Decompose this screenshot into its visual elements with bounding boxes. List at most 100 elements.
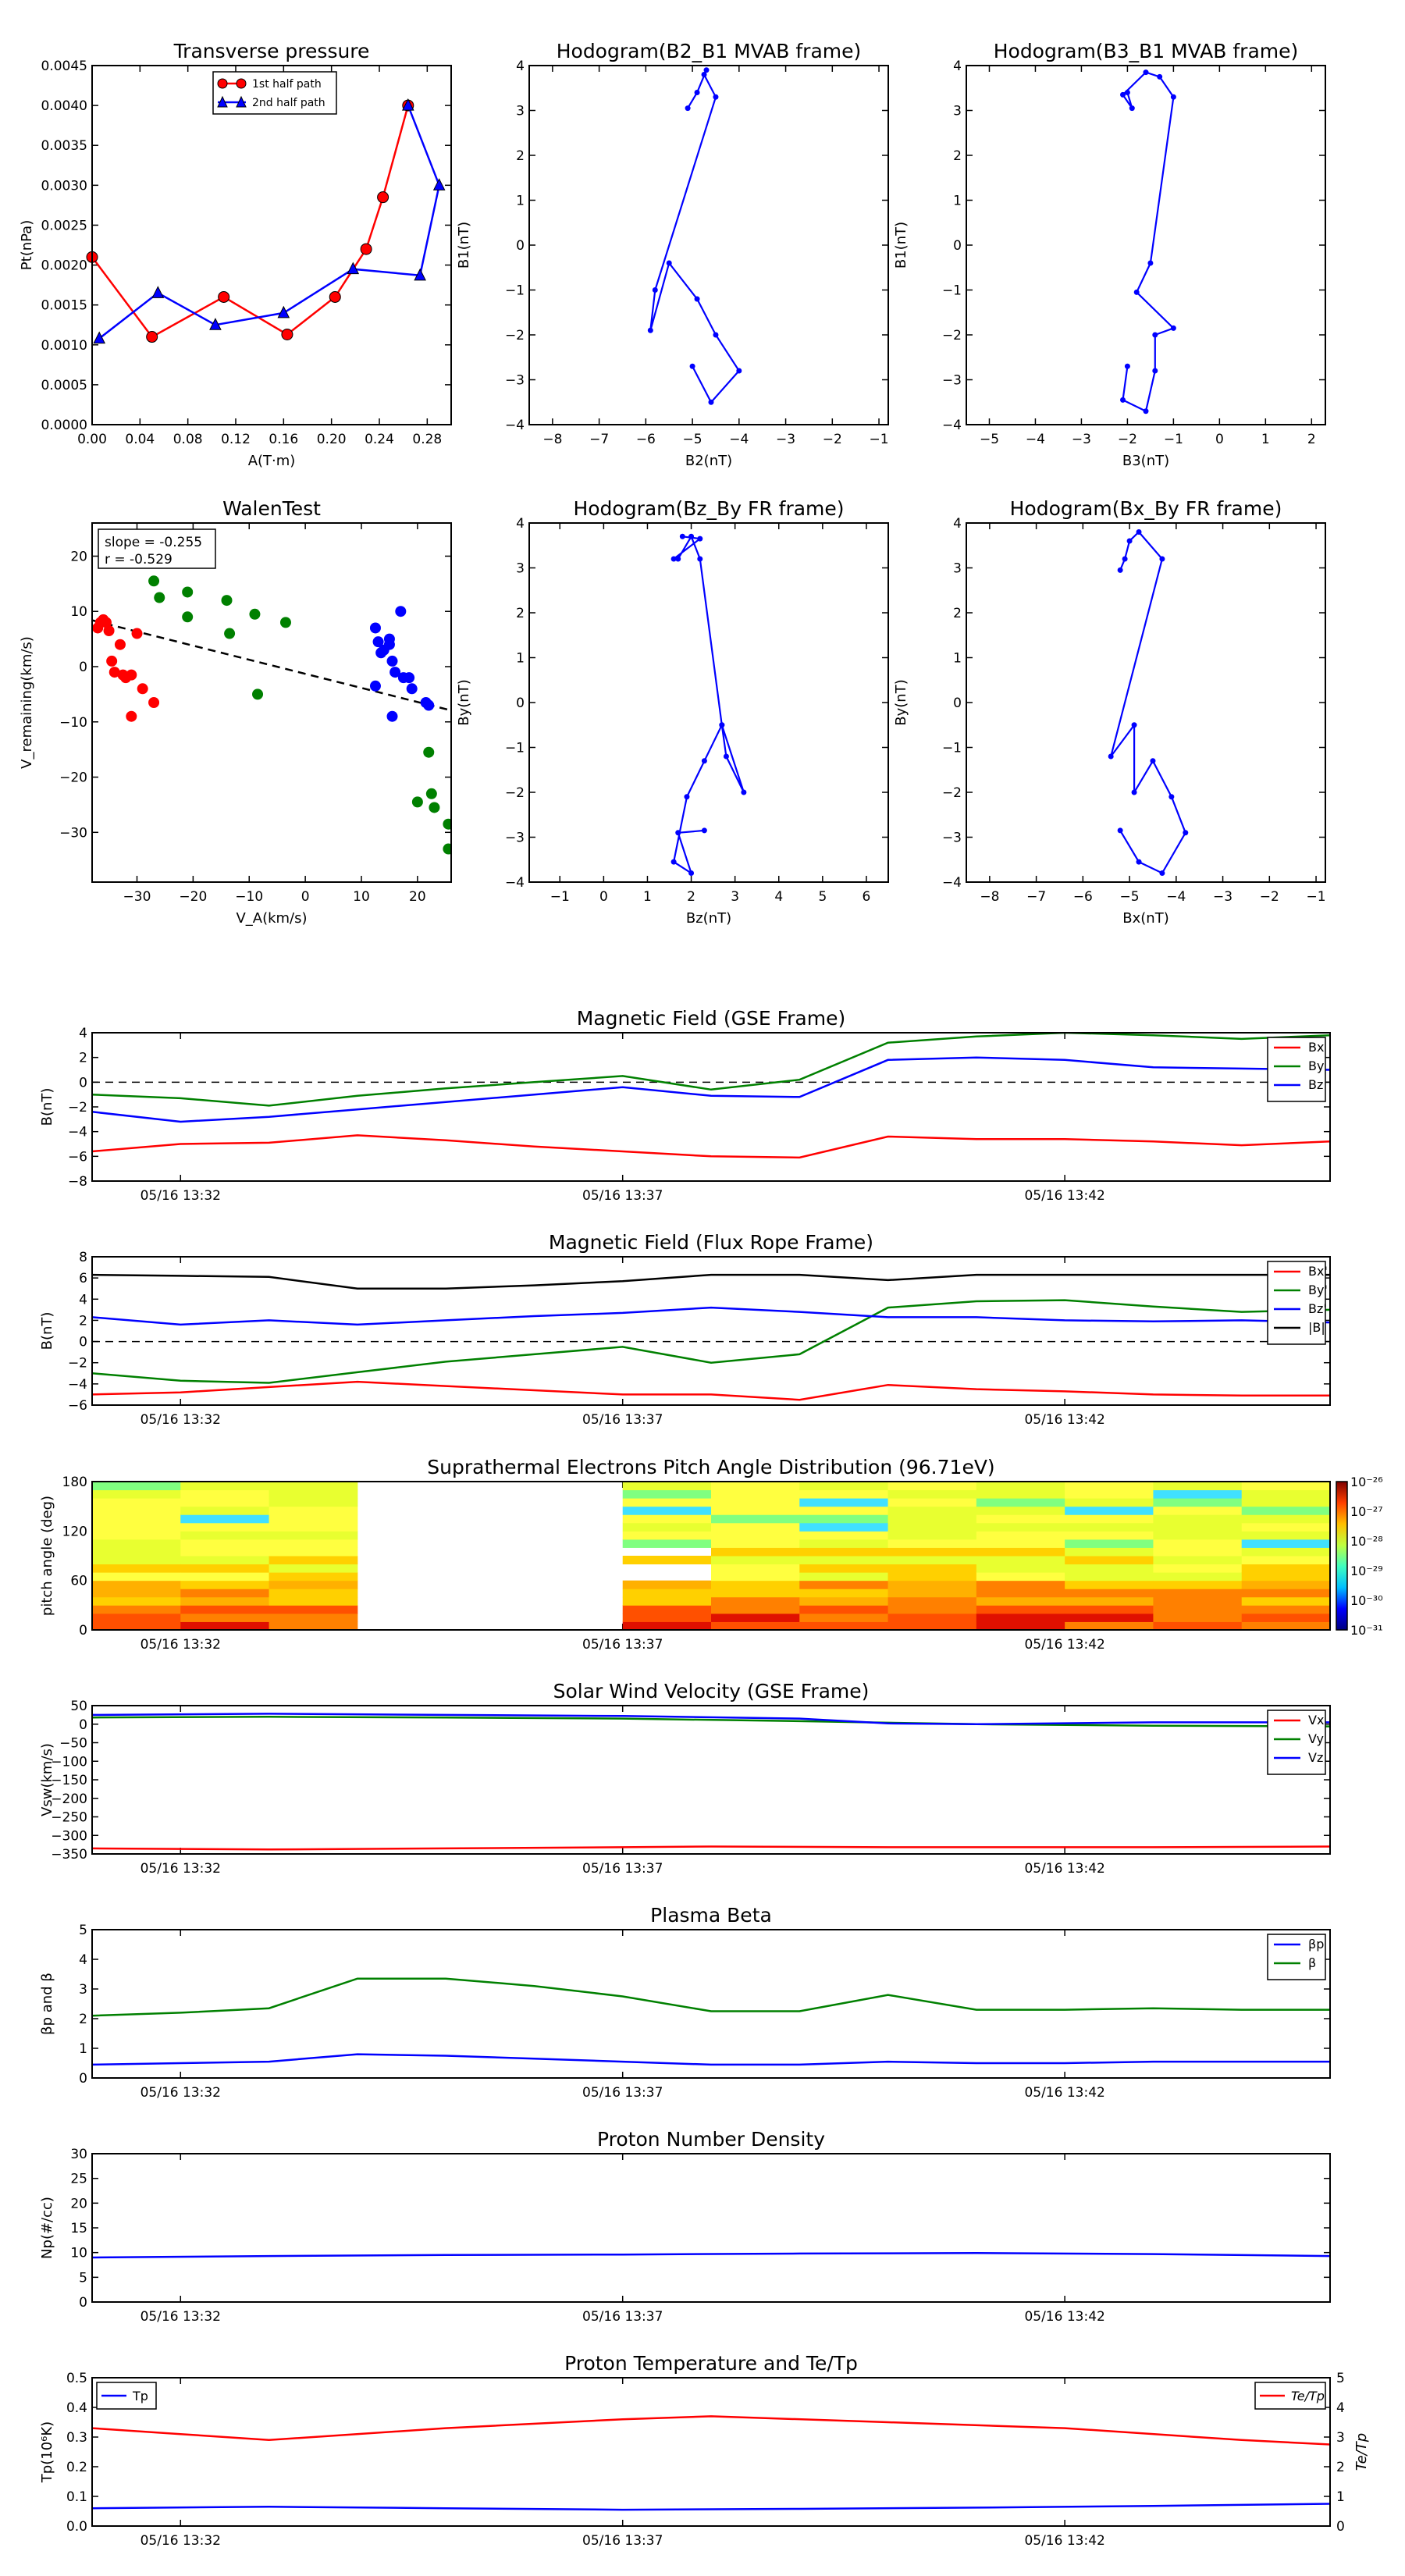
data-point [1170,325,1176,331]
y-tick-label: 8 [79,1250,87,1265]
chart-title: Plasma Beta [650,1904,772,1927]
heatmap-cell [180,1556,270,1565]
y-tick-label: 2 [953,148,962,164]
x-tick-label: −30 [123,889,151,905]
y-tick-label: −10 [59,715,87,731]
heatmap-cell [269,1547,358,1557]
y-tick-label: 120 [62,1524,87,1539]
heatmap-cell [887,1531,977,1540]
y-tick-label: −1 [505,741,525,756]
y-tick-label: 4 [953,59,962,74]
colorbar [1336,1481,1348,1631]
legend [212,71,337,115]
heatmap-cell [976,1556,1065,1565]
heatmap-cell [887,1514,977,1524]
x-tick-label: 0.20 [317,432,347,447]
y-tick-label: −4 [505,418,525,433]
data-point [713,94,719,100]
heatmap-cell [887,1539,977,1548]
heatmap-cell [622,1498,712,1507]
heatmap-cell [1241,1482,1331,1491]
chart-title: Solar Wind Velocity (GSE Frame) [553,1680,870,1703]
series-line-Np [92,2252,1330,2259]
heatmap-cell [180,1539,270,1548]
scatter-point [131,628,143,639]
heatmap-cell [799,1596,889,1606]
heatmap-cell [622,1522,712,1532]
heatmap-cell [269,1572,358,1582]
series-line-By [92,1033,1330,1107]
y-tick-label: 4 [79,1026,87,1041]
heatmap-cell [976,1589,1065,1598]
series-line-Bz-By [670,534,745,876]
heatmap-cell [887,1589,977,1598]
y-tick-label: −2 [68,1100,87,1115]
heatmap-cell [1065,1613,1154,1622]
scatter-point [443,843,451,855]
heatmap-cell [711,1531,800,1540]
heatmap-cell [1065,1580,1154,1589]
x-tick-label: 05/16 13:32 [140,1188,221,1204]
y-tick-label: 3 [953,561,962,577]
heatmap-cell [976,1506,1065,1515]
y-tick-label: −20 [59,770,87,786]
data-point [652,287,658,293]
y-tick-label: 0 [516,238,525,254]
heatmap-cell [180,1572,270,1582]
x-tick-label: −1 [1164,432,1183,447]
data-point [281,328,293,340]
axes-frame [91,1705,1331,1855]
heatmap-cell [622,1556,712,1565]
heatmap-cell [92,1605,181,1614]
legend-label: By [1308,1059,1324,1073]
x-tick-label: 0 [599,889,608,905]
y-tick-label: 0.5 [66,2371,87,2386]
heatmap-cell [180,1605,270,1614]
y-tick-label: 1 [953,194,962,209]
x-tick-label: 05/16 13:42 [1024,2533,1104,2549]
x-tick-label: 6 [863,889,871,905]
y-tick-label: −50 [59,1736,87,1752]
y-tick-label: 2 [516,148,525,164]
heatmap-cell [622,1605,712,1614]
heatmap-cell [269,1564,358,1573]
heatmap-cell [1153,1572,1243,1582]
y-tick-label: 4 [79,1292,87,1308]
heatmap-cell [269,1514,358,1524]
heatmap-cell [887,1556,977,1565]
y-tick-label: 0.0005 [41,378,87,393]
heatmap-cell [711,1547,800,1557]
legend-label: By' [1308,1283,1328,1297]
y-tick-label: 2 [953,606,962,621]
heatmap-cell [887,1564,977,1573]
axes-frame [528,65,889,425]
data-point [675,830,681,836]
x-tick-label: −8 [542,432,562,447]
chart-title: Proton Temperature and Te/Tp [564,2352,858,2375]
fit-line [92,619,451,712]
y-tick-label: 0 [79,1335,87,1350]
x-tick-label: 05/16 13:37 [582,2085,663,2101]
x-tick-label: 0.28 [412,432,442,447]
x-tick-label: −4 [1026,432,1045,447]
chart-bfr: Magnetic Field (Flux Rope Frame) −6 −4 −2 0 2… [39,1231,1331,1428]
x-tick-label: 2 [1307,432,1316,447]
y-tick-label: 10 [70,2246,87,2261]
x-tick-label: 5 [818,889,827,905]
x-tick-label: 05/16 13:32 [140,1637,221,1653]
x-tick-label: −10 [235,889,263,905]
data-point [1150,758,1156,764]
heatmap-cell [1065,1482,1154,1491]
y-tick-label: 0.0015 [41,298,87,314]
heatmap-cell [711,1498,800,1507]
y-tick-label: 4 [516,516,525,532]
y2-tick-label: 1 [1336,2489,1345,2505]
heatmap-cell [711,1580,800,1589]
data-point [146,331,158,343]
heatmap-cell [622,1514,712,1524]
x-tick-label: 05/16 13:42 [1024,1412,1104,1428]
heatmap-cell [1153,1596,1243,1606]
chart-title: Suprathermal Electrons Pitch Angle Distr… [427,1456,994,1478]
x-tick-label: 05/16 13:37 [582,2309,663,2325]
y-tick-label: 3 [516,561,525,577]
